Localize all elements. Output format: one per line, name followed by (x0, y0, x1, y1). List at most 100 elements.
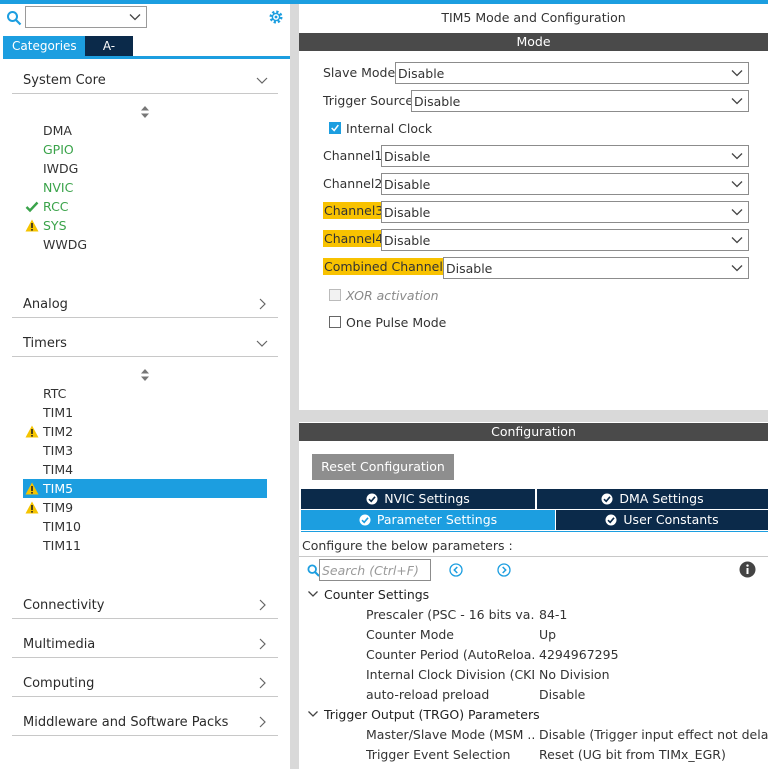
tab-underline (301, 531, 768, 532)
channel2-select[interactable]: Disable (381, 173, 749, 195)
channel3-row: Channel3 Disable (323, 201, 749, 223)
category-label: Analog (23, 297, 68, 312)
search-icon[interactable] (6, 10, 22, 26)
list-item-tim5[interactable]: TIM5 (23, 479, 267, 498)
list-item-tim3[interactable]: TIM3 (43, 443, 74, 458)
list-item-wwdg[interactable]: WWDG (43, 237, 88, 252)
configuration-section-header: Configuration (299, 423, 768, 441)
table-row[interactable]: Prescaler (PSC - 16 bits va... 84-1 (366, 607, 568, 622)
field-label: Channel1 (323, 148, 383, 163)
tab-parameter-settings[interactable]: Parameter Settings (301, 510, 555, 530)
next-match-icon[interactable] (497, 563, 511, 577)
field-label: Slave Mode (323, 65, 396, 80)
chevron-down-icon[interactable] (731, 234, 743, 246)
tab-user-constants[interactable]: User Constants (556, 510, 768, 530)
chevron-down-icon[interactable] (731, 67, 743, 79)
category-label: Middleware and Software Packs (23, 715, 229, 730)
tab-nvic-settings[interactable]: NVIC Settings (301, 489, 535, 509)
list-item-dma[interactable]: DMA (43, 123, 72, 138)
table-row[interactable]: auto-reload preload Disable (366, 687, 586, 702)
tab-a-to-z[interactable]: A->Z (85, 36, 133, 73)
channel1-row: Channel1 Disable (323, 145, 749, 167)
trgo-parameters-group[interactable]: Trigger Output (TRGO) Parameters (307, 707, 540, 722)
counter-settings-group[interactable]: Counter Settings (307, 587, 429, 602)
sort-icon[interactable] (140, 106, 150, 118)
list-item-gpio[interactable]: GPIO (43, 142, 74, 157)
chevron-down-icon[interactable] (256, 336, 268, 350)
checkbox-checked-icon[interactable] (329, 122, 341, 134)
channel4-select[interactable]: Disable (381, 229, 749, 251)
reset-configuration-button[interactable]: Reset Configuration (312, 454, 454, 480)
chevron-down-icon[interactable] (731, 262, 743, 274)
list-item-rtc[interactable]: RTC (43, 386, 67, 401)
field-label-highlighted: Channel4 (323, 230, 385, 247)
table-row[interactable]: Master/Slave Mode (MSM ... Disable (Trig… (366, 727, 768, 742)
category-computing[interactable]: Computing (12, 673, 278, 697)
category-middleware[interactable]: Middleware and Software Packs (12, 712, 278, 736)
category-timers[interactable]: Timers (12, 333, 278, 357)
category-multimedia[interactable]: Multimedia (12, 634, 278, 658)
tab-categories[interactable]: Categories (3, 36, 85, 56)
category-analog[interactable]: Analog (12, 294, 278, 318)
chevron-down-icon[interactable] (129, 11, 141, 23)
sort-icon[interactable] (140, 369, 150, 381)
table-row[interactable]: Counter Period (AutoReloa... 4294967295 (366, 647, 619, 662)
channel4-row: Channel4 Disable (323, 229, 749, 251)
list-item-tim10[interactable]: TIM10 (43, 519, 82, 534)
combined-channels-select[interactable]: Disable (443, 257, 749, 279)
horizontal-splitter[interactable] (299, 410, 768, 422)
list-item-rcc[interactable]: RCC (23, 197, 267, 216)
list-item-iwdg[interactable]: IWDG (43, 161, 79, 176)
channel3-select[interactable]: Disable (381, 201, 749, 223)
chevron-right-icon[interactable] (256, 715, 268, 729)
chevron-down-icon[interactable] (731, 178, 743, 190)
list-item-tim9[interactable]: TIM9 (23, 498, 267, 517)
chevron-down-icon[interactable] (307, 589, 319, 599)
previous-match-icon[interactable] (449, 563, 463, 577)
internal-clock-checkbox[interactable]: Internal Clock (329, 120, 479, 138)
list-item-sys[interactable]: SYS (23, 216, 267, 235)
chevron-right-icon[interactable] (256, 297, 268, 311)
category-system-core[interactable]: System Core (12, 70, 278, 94)
combined-channels-row: Combined Channels Disable (323, 257, 749, 279)
slave-mode-select[interactable]: Disable (395, 62, 749, 84)
search-row (0, 4, 290, 34)
xor-activation-checkbox[interactable]: XOR activation (329, 287, 479, 305)
table-row[interactable]: Trigger Event Selection Reset (UG bit fr… (366, 747, 726, 762)
category-label: Connectivity (23, 598, 105, 613)
search-combo[interactable] (25, 6, 147, 28)
table-row[interactable]: Counter Mode Up (366, 627, 557, 642)
trigger-source-select[interactable]: Disable (411, 90, 749, 112)
chevron-right-icon[interactable] (256, 676, 268, 690)
channel1-select[interactable]: Disable (381, 145, 749, 167)
slave-mode-row: Slave Mode Disable (323, 62, 749, 84)
tab-dma-settings[interactable]: DMA Settings (537, 489, 768, 509)
chevron-right-icon[interactable] (256, 598, 268, 612)
search-icon[interactable] (307, 564, 320, 577)
table-row[interactable]: Internal Clock Division (CKD) No Divisio… (366, 667, 610, 682)
right-panel: TIM5 Mode and Configuration Mode Slave M… (299, 4, 768, 769)
category-connectivity[interactable]: Connectivity (12, 595, 278, 619)
list-item-tim1[interactable]: TIM1 (43, 405, 74, 420)
page-title: TIM5 Mode and Configuration (441, 10, 626, 25)
chevron-down-icon[interactable] (731, 150, 743, 162)
checkbox-unchecked-icon[interactable] (329, 316, 341, 328)
info-icon[interactable] (739, 561, 756, 578)
warning-icon (25, 482, 39, 495)
mode-section-header: Mode (299, 33, 768, 51)
one-pulse-mode-checkbox[interactable]: One Pulse Mode (329, 314, 479, 332)
chevron-down-icon[interactable] (731, 206, 743, 218)
chevron-down-icon[interactable] (731, 95, 743, 107)
chevron-right-icon[interactable] (256, 637, 268, 651)
list-item-tim4[interactable]: TIM4 (43, 462, 74, 477)
list-item-tim2[interactable]: TIM2 (23, 422, 267, 441)
chevron-down-icon[interactable] (307, 709, 319, 719)
list-item-nvic[interactable]: NVIC (43, 180, 74, 195)
panel-splitter[interactable] (290, 0, 299, 769)
chevron-down-icon[interactable] (256, 73, 268, 87)
category-label: Timers (23, 336, 67, 351)
gear-icon[interactable] (267, 8, 285, 26)
channel2-row: Channel2 Disable (323, 173, 749, 195)
parameter-search-input[interactable]: Search (Ctrl+F) (319, 559, 431, 581)
list-item-tim11[interactable]: TIM11 (43, 538, 82, 553)
